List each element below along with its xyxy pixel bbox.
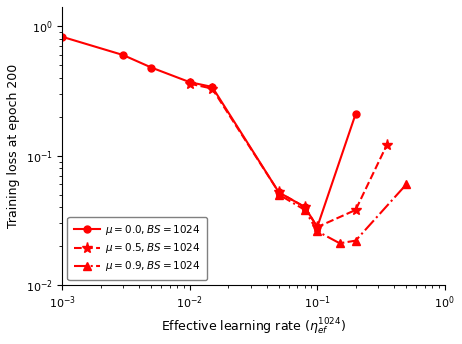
$\mu = 0.0, BS = 1024$ — [353, 112, 359, 116]
Line: $\mu = 0.5, BS = 1024$: $\mu = 0.5, BS = 1024$ — [184, 78, 392, 233]
$\mu = 0.0, BS = 1024$ — [187, 80, 193, 84]
$\mu = 0.0, BS = 1024$ — [276, 190, 282, 194]
$\mu = 0.9, BS = 1024$ — [302, 208, 308, 212]
$\mu = 0.5, BS = 1024$ — [302, 205, 308, 209]
$\mu = 0.0, BS = 1024$ — [120, 53, 126, 57]
$\mu = 0.0, BS = 1024$ — [302, 205, 308, 209]
$\mu = 0.5, BS = 1024$ — [209, 87, 215, 91]
$\mu = 0.5, BS = 1024$ — [353, 208, 359, 212]
Line: $\mu = 0.9, BS = 1024$: $\mu = 0.9, BS = 1024$ — [275, 180, 411, 247]
$\mu = 0.9, BS = 1024$ — [353, 239, 359, 243]
$\mu = 0.0, BS = 1024$ — [149, 65, 154, 69]
$\mu = 0.9, BS = 1024$ — [404, 182, 409, 186]
Y-axis label: Training loss at epoch 200: Training loss at epoch 200 — [7, 64, 20, 228]
$\mu = 0.9, BS = 1024$ — [337, 241, 342, 245]
Line: $\mu = 0.0, BS = 1024$: $\mu = 0.0, BS = 1024$ — [59, 33, 359, 230]
$\mu = 0.0, BS = 1024$ — [60, 35, 65, 39]
X-axis label: Effective learning rate ($\eta_{ef}^{1024}$): Effective learning rate ($\eta_{ef}^{102… — [161, 317, 346, 337]
$\mu = 0.5, BS = 1024$ — [187, 82, 193, 86]
$\mu = 0.5, BS = 1024$ — [276, 190, 282, 194]
$\mu = 0.9, BS = 1024$ — [315, 229, 320, 233]
$\mu = 0.0, BS = 1024$ — [315, 225, 320, 229]
$\mu = 0.5, BS = 1024$ — [384, 143, 389, 148]
$\mu = 0.0, BS = 1024$ — [209, 85, 215, 89]
Legend: $\mu = 0.0, BS = 1024$, $\mu = 0.5, BS = 1024$, $\mu = 0.9, BS = 1024$: $\mu = 0.0, BS = 1024$, $\mu = 0.5, BS =… — [67, 217, 207, 280]
$\mu = 0.5, BS = 1024$ — [315, 225, 320, 229]
$\mu = 0.9, BS = 1024$ — [276, 193, 282, 197]
